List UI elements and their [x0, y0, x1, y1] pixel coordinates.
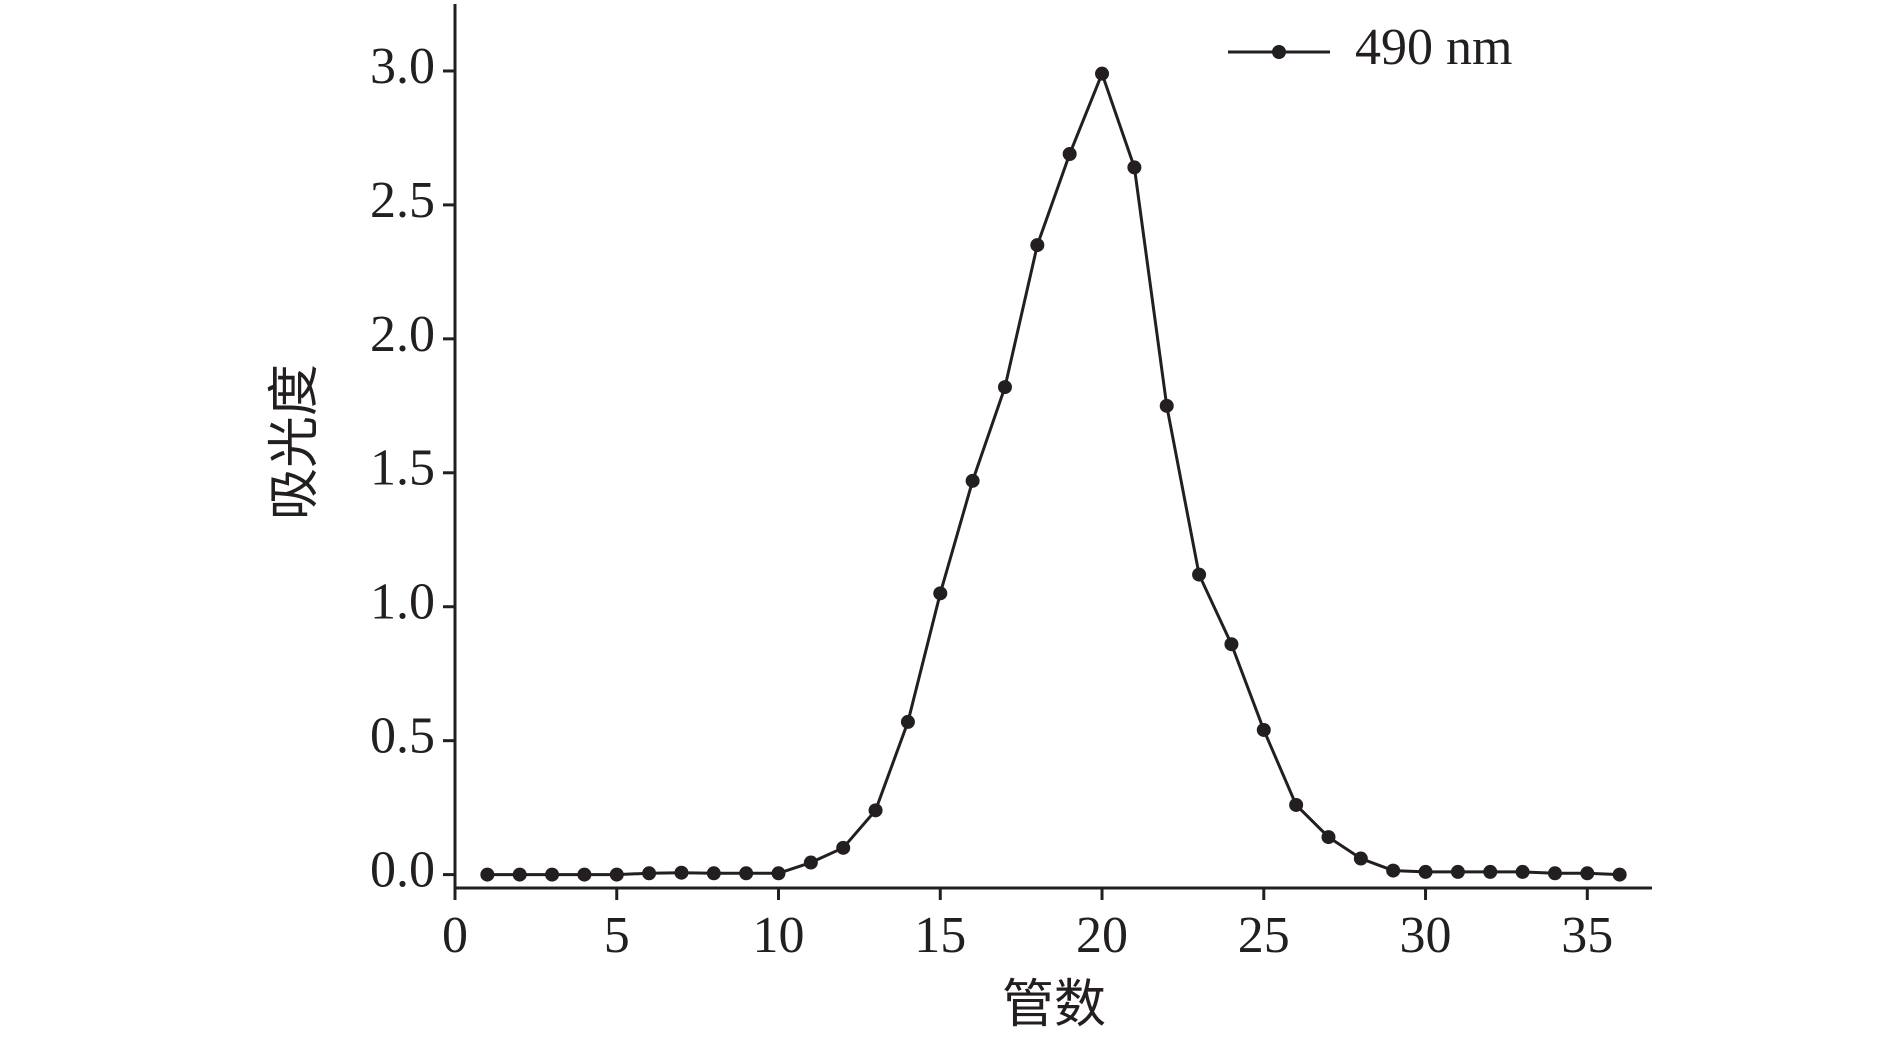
- x-tick-label: 35: [1561, 907, 1613, 964]
- point: [1256, 722, 1271, 737]
- legend-marker: [1272, 45, 1286, 59]
- x-axis-label: 管数: [1002, 977, 1106, 1034]
- point: [512, 867, 527, 882]
- point: [803, 855, 818, 870]
- point: [1612, 867, 1627, 882]
- point: [642, 866, 657, 881]
- point: [1547, 866, 1562, 881]
- y-tick-label: 2.0: [370, 306, 435, 363]
- point: [674, 865, 689, 880]
- point: [1418, 864, 1433, 879]
- point: [1580, 866, 1595, 881]
- point: [997, 380, 1012, 395]
- x-tick-label: 0: [442, 907, 468, 964]
- point: [1192, 567, 1207, 582]
- point: [1095, 66, 1110, 81]
- point: [1224, 637, 1239, 652]
- point: [1321, 830, 1336, 845]
- point: [868, 803, 883, 818]
- y-tick-label: 2.5: [370, 172, 435, 229]
- y-tick-label: 1.5: [370, 440, 435, 497]
- point: [739, 866, 754, 881]
- point: [609, 867, 624, 882]
- legend-label: 490 nm: [1355, 19, 1512, 76]
- y-tick-label: 0.5: [370, 708, 435, 765]
- x-tick-label: 30: [1400, 907, 1452, 964]
- point: [1515, 864, 1530, 879]
- point: [1062, 147, 1077, 162]
- point: [1483, 864, 1498, 879]
- point: [1127, 160, 1142, 175]
- y-tick-label: 3.0: [370, 38, 435, 95]
- point: [836, 840, 851, 855]
- point: [1159, 398, 1174, 413]
- point: [1450, 864, 1465, 879]
- point: [706, 866, 721, 881]
- point: [965, 473, 980, 488]
- point: [1353, 851, 1368, 866]
- x-tick-label: 20: [1076, 907, 1128, 964]
- x-tick-label: 10: [753, 907, 805, 964]
- point: [933, 586, 948, 601]
- x-tick-label: 5: [604, 907, 630, 964]
- point: [771, 866, 786, 881]
- y-tick-label: 0.0: [370, 842, 435, 899]
- point: [577, 867, 592, 882]
- y-tick-label: 1.0: [370, 574, 435, 631]
- point: [480, 867, 495, 882]
- point: [1386, 863, 1401, 878]
- point: [1030, 238, 1045, 253]
- point: [900, 714, 915, 729]
- x-tick-label: 25: [1238, 907, 1290, 964]
- x-tick-label: 15: [914, 907, 966, 964]
- series-line: [487, 69, 1620, 877]
- y-axis-label: 吸光度: [267, 364, 324, 520]
- point: [1289, 797, 1304, 812]
- point: [545, 867, 560, 882]
